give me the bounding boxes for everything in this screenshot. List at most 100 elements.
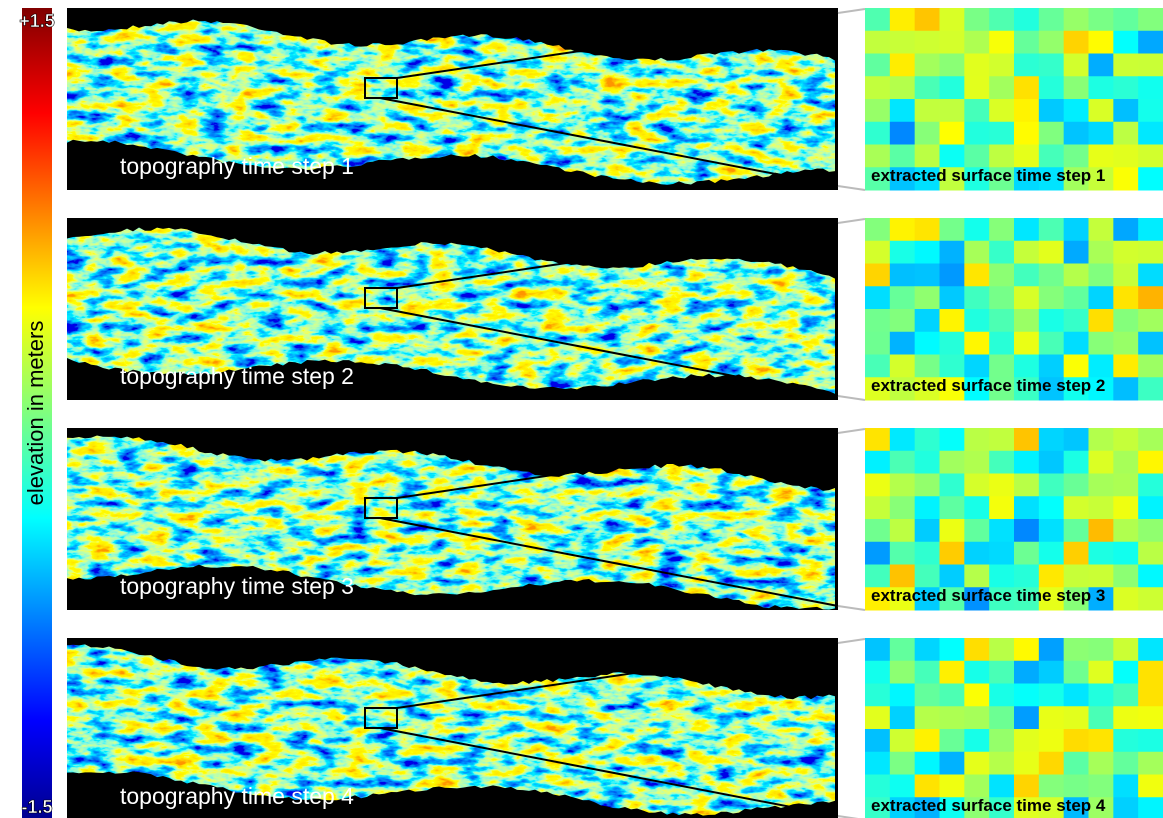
- surface-pixel: [1138, 638, 1163, 661]
- surface-pixel: [1064, 8, 1089, 31]
- surface-label: extracted surface time step 3: [871, 586, 1105, 605]
- surface-pixel: [1113, 496, 1138, 519]
- surface-pixel: [915, 309, 940, 332]
- surface-pixel: [1014, 8, 1039, 31]
- surface-pixel: [1064, 684, 1089, 707]
- surface-label: extracted surface time step 4: [871, 796, 1106, 815]
- surface-pixel: [1138, 451, 1163, 474]
- surface-pixel: [989, 565, 1014, 588]
- surface-pixel: [989, 8, 1014, 31]
- surface-pixel: [915, 355, 940, 378]
- zoom-line: [838, 219, 865, 223]
- surface-pixel: [915, 286, 940, 309]
- surface-pixel: [1113, 451, 1138, 474]
- surface-pixel: [1039, 145, 1064, 168]
- surface-pixel: [915, 729, 940, 752]
- surface-pixel: [940, 264, 965, 287]
- surface-pixel: [940, 309, 965, 332]
- surface-pixel: [865, 542, 890, 565]
- surface-pixel: [1014, 122, 1039, 145]
- surface-pixel: [1113, 752, 1138, 775]
- surface-pixel: [1113, 797, 1138, 818]
- surface-pixel: [989, 775, 1014, 798]
- surface-pixel: [865, 218, 890, 241]
- surface-pixel: [1089, 99, 1114, 122]
- surface-pixel: [1014, 264, 1039, 287]
- surface-pixel: [940, 218, 965, 241]
- surface-pixel: [915, 264, 940, 287]
- surface-pixel: [890, 76, 915, 99]
- zoom-line: [838, 429, 865, 433]
- surface-pixel: [1014, 76, 1039, 99]
- surface-pixel: [1089, 8, 1114, 31]
- surface-pixel: [865, 145, 890, 168]
- surface-pixel: [1064, 309, 1089, 332]
- surface-pixel: [890, 8, 915, 31]
- surface-pixel: [890, 542, 915, 565]
- surface-pixel: [1113, 76, 1138, 99]
- surface-pixel: [865, 99, 890, 122]
- surface-pixel: [989, 661, 1014, 684]
- surface-pixel: [865, 638, 890, 661]
- surface-pixel: [1138, 31, 1163, 54]
- surface-pixel: [1089, 309, 1114, 332]
- surface-pixel: [890, 496, 915, 519]
- surface-pixel: [964, 31, 989, 54]
- surface-pixel: [865, 775, 890, 798]
- surface-pixel: [915, 99, 940, 122]
- surface-pixel: [1014, 565, 1039, 588]
- surface-pixel: [1064, 31, 1089, 54]
- surface-pixel: [1113, 684, 1138, 707]
- surface-pixel: [1113, 8, 1138, 31]
- surface-pixel: [865, 496, 890, 519]
- surface-pixel: [964, 496, 989, 519]
- surface-pixel: [1064, 542, 1089, 565]
- surface-pixel: [865, 355, 890, 378]
- surface-pixel: [915, 684, 940, 707]
- surface-pixel: [1138, 542, 1163, 565]
- surface-pixel: [1014, 355, 1039, 378]
- surface-pixel: [1089, 264, 1114, 287]
- surface-pixel: [940, 542, 965, 565]
- surface-pixel: [1089, 218, 1114, 241]
- surface-pixel: [890, 752, 915, 775]
- surface-pixel: [964, 729, 989, 752]
- surface-pixel: [940, 355, 965, 378]
- surface-pixel: [964, 519, 989, 542]
- surface-pixel: [1039, 76, 1064, 99]
- surface-pixel: [890, 474, 915, 497]
- surface-pixel: [964, 706, 989, 729]
- surface-pixel: [890, 31, 915, 54]
- surface-pixel: [1064, 752, 1089, 775]
- surface-pixel: [1064, 241, 1089, 264]
- surface-pixel: [1089, 684, 1114, 707]
- surface-pixel: [1039, 684, 1064, 707]
- surface-pixel: [890, 684, 915, 707]
- colorbar-tick-label: -1.5: [21, 797, 52, 817]
- surface-pixel: [964, 264, 989, 287]
- surface-pixel: [865, 309, 890, 332]
- surface-pixel: [1039, 706, 1064, 729]
- surface-pixel: [940, 54, 965, 77]
- surface-pixel: [940, 428, 965, 451]
- surface-pixel: [964, 76, 989, 99]
- surface-label: extracted surface time step 2: [871, 376, 1105, 395]
- surface-pixel: [1039, 31, 1064, 54]
- zoom-line: [838, 396, 865, 400]
- surface-pixel: [1113, 519, 1138, 542]
- surface-pixel: [1113, 377, 1138, 400]
- surface-pixel: [1113, 332, 1138, 355]
- surface-pixel: [1014, 752, 1039, 775]
- surface-pixel: [1014, 474, 1039, 497]
- surface-pixel: [964, 752, 989, 775]
- surface-pixel: [1039, 496, 1064, 519]
- surface-pixel: [1113, 729, 1138, 752]
- surface-pixel: [1014, 661, 1039, 684]
- surface-pixel: [890, 54, 915, 77]
- surface-pixel: [865, 729, 890, 752]
- surface-pixel: [865, 241, 890, 264]
- surface-pixel: [915, 122, 940, 145]
- surface-pixel: [1014, 428, 1039, 451]
- surface-pixel: [989, 309, 1014, 332]
- surface-pixel: [1064, 264, 1089, 287]
